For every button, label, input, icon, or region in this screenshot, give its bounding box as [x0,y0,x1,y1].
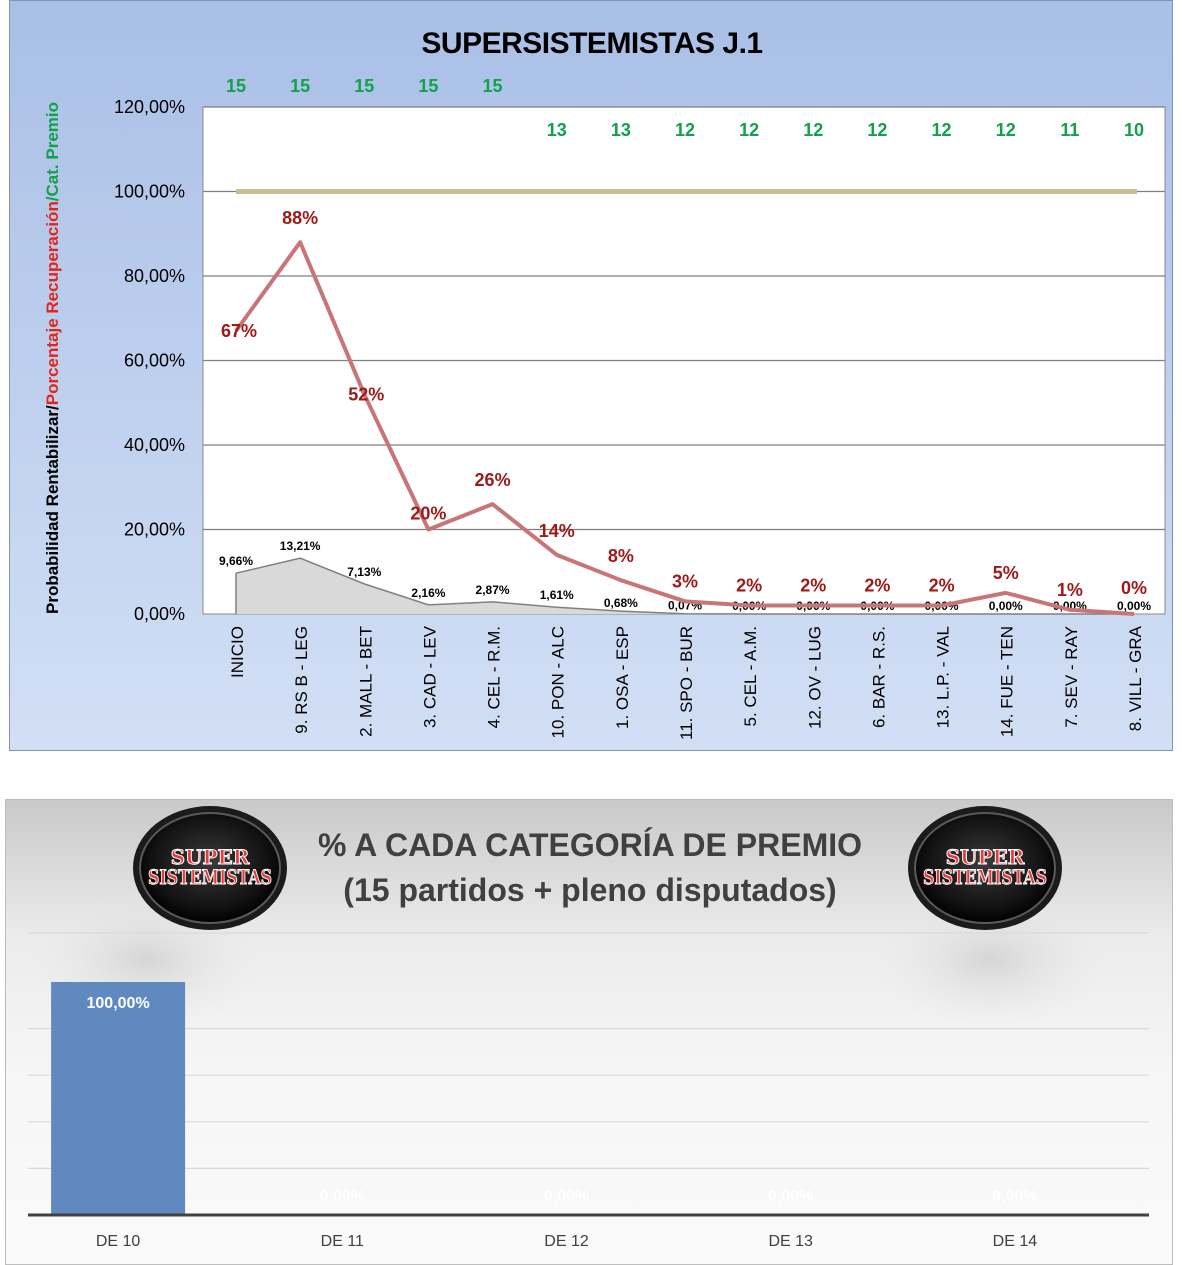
background-glow [871,890,1111,1030]
x-category-label: 14. FUE - TEN [998,626,1017,737]
logo-text-top: SUPER [946,845,1025,869]
chart-title: SUPERSISTEMISTAS J.1 [421,27,762,60]
x-category-label: 3. CAD - LEV [420,625,439,728]
probability-data-label: 0,68% [604,596,638,610]
bar-category-label: DE 11 [321,1233,364,1250]
bar-category-label: DE 14 [993,1233,1038,1250]
super-sistemistas-logo-left: SUPERSISTEMISTAS [133,806,287,930]
x-category-label: 8. VILL - GRA [1126,625,1145,731]
bar-data-label: 100,00% [87,995,150,1012]
y-tick-label: 80,00% [124,266,185,286]
recovery-data-label: 2% [929,576,955,596]
y-tick-label: 120,00% [114,97,185,117]
bar-data-label: 0,00% [768,1188,813,1205]
probability-data-label: 0,00% [989,599,1023,613]
y-axis-title-part: Probabilidad Rentabilizar/ [43,405,62,614]
premium-category-label: 12 [803,120,823,140]
recovery-data-label: 2% [736,576,762,596]
premium-category-label: 12 [867,120,887,140]
premium-category-label: 12 [932,120,952,140]
logo-text-top: SUPER [171,845,250,869]
probability-data-label: 7,13% [347,565,381,579]
premium-category-label: 15 [483,76,503,96]
recovery-data-label: 8% [608,546,634,566]
x-category-label: 4. CEL - R.M. [485,626,504,728]
bar-data-label: 0,00% [992,1188,1037,1205]
premium-category-label: 13 [547,120,567,140]
recovery-data-label: 5% [993,563,1019,583]
recovery-data-label: 52% [348,384,384,404]
bar-category-label: DE 10 [96,1233,141,1250]
x-category-label: 13. L.P. - VAL [934,626,953,728]
recovery-data-label: 88% [282,208,318,228]
bar-data-label: 0,00% [320,1188,365,1205]
y-tick-label: 20,00% [124,520,185,540]
recovery-data-label: 1% [1057,580,1083,600]
y-axis-title: Probabilidad Rentabilizar/Porcentaje Rec… [43,102,62,614]
logo-text-bottom: SISTEMISTAS [148,865,272,889]
line-chart: SUPERSISTEMISTAS J.1 0,00% 20,00% 40,00% 60,… [43,27,1166,740]
bar-data-label: 0,00% [544,1188,589,1205]
y-tick-label: 40,00% [124,435,185,455]
x-category-label: 2. MALL - BET [356,626,375,737]
recovery-data-label: 2% [864,576,890,596]
y-tick-label: 0,00% [134,604,185,624]
x-category-label: 5. CEL - A.M. [741,626,760,726]
bar-chart-title-line: (15 partidos + pleno disputados) [343,872,836,908]
premium-category-label: 10 [1124,120,1144,140]
premium-category-label: 12 [996,120,1016,140]
x-category-label: 6. BAR - R.S. [869,626,888,728]
premium-category-label: 15 [290,76,310,96]
bar [51,982,186,1215]
x-category-label: 11. SPO - BUR [677,626,696,740]
y-axis-title-part: /Cat. Premio [43,102,62,201]
premium-category-label: 12 [739,120,759,140]
bar-category-label: DE 12 [544,1233,589,1250]
bar-chart: % A CADA CATEGORÍA DE PREMIO (15 partidos… [26,806,1149,1250]
probability-data-label: 2,87% [476,583,510,597]
premium-category-label: 15 [354,76,374,96]
premium-category-label: 15 [226,76,246,96]
x-category-label: 1. OSA - ESP [613,626,632,729]
y-tick-label: 100,00% [114,182,185,202]
logo-disc [139,812,281,924]
recovery-data-label: 26% [475,470,511,490]
probability-data-label: 0,00% [1117,599,1151,613]
probability-area [236,558,1134,614]
x-category-label: 10. PON - ALC [549,626,568,738]
y-tick-label: 60,00% [124,351,185,371]
premium-category-label: 12 [675,120,695,140]
premium-category-label: 11 [1060,120,1079,140]
recovery-data-label: 14% [539,521,575,541]
probability-data-label: 2,16% [411,586,445,600]
premium-category-label: 13 [611,120,631,140]
probability-data-label: 9,66% [219,554,253,568]
probability-data-label: 1,61% [540,588,574,602]
bar-chart-title-line: % A CADA CATEGORÍA DE PREMIO [318,827,862,863]
super-sistemistas-logo-right: SUPERSISTEMISTAS [908,806,1062,930]
recovery-data-label: 3% [672,571,698,591]
recovery-data-label: 67% [221,321,257,341]
recovery-data-label: 20% [410,504,446,524]
logo-text-bottom: SISTEMISTAS [923,865,1047,889]
x-category-label: 12. OV - LUG [805,626,824,729]
premium-category-label: 15 [418,76,438,96]
probability-data-label: 13,21% [280,539,321,553]
x-category-label: 9. RS B - LEG [292,626,311,734]
y-axis-title-part: Porcentaje Recuperación [43,201,62,405]
x-category-label: 7. SEV - RAY [1062,626,1081,728]
recovery-data-label: 2% [800,576,826,596]
x-category-label: INICIO [228,626,247,678]
line-chart-panel: SUPERSISTEMISTAS J.1 0,00% 20,00% 40,00% 60,… [9,0,1173,751]
logo-disc [914,812,1056,924]
bar-chart-panel: % A CADA CATEGORÍA DE PREMIO (15 partidos… [5,799,1173,1265]
recovery-line [234,240,1135,616]
probability-line [235,557,1134,615]
recovery-data-label: 0% [1121,578,1147,598]
bar-category-label: DE 13 [768,1233,813,1250]
